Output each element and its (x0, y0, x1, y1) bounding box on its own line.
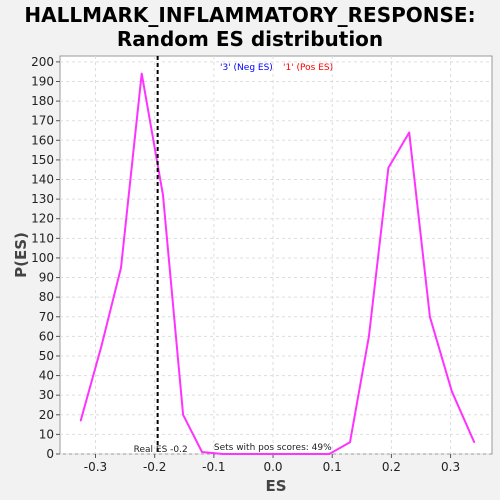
grid-layer (60, 56, 492, 455)
y-tick-label: 20 (39, 408, 54, 422)
pos-scores-annotation: Sets with pos scores: 49% (214, 443, 332, 453)
y-tick-label: 170 (31, 114, 54, 128)
y-tick-label: 200 (31, 55, 54, 69)
y-tick-label: 0 (46, 447, 54, 461)
series-point (408, 131, 410, 134)
series-point (328, 453, 331, 455)
y-tick-label: 110 (31, 231, 54, 245)
x-tick-label: 0.1 (323, 460, 342, 474)
y-tick-label: 160 (31, 133, 54, 147)
series-point (349, 441, 351, 444)
series-line (79, 72, 476, 455)
plot-area (59, 55, 493, 455)
y-tick-label: 190 (31, 74, 54, 88)
series-point (242, 453, 245, 455)
series-point (307, 453, 310, 455)
y-tick-label: 130 (31, 192, 54, 206)
series-point (368, 335, 370, 338)
series-point (100, 345, 103, 347)
y-tick-label: 70 (39, 310, 54, 324)
chart-title-line-1: HALLMARK_INFLAMMATORY_RESPONSE: (24, 3, 475, 27)
series-point (473, 441, 476, 444)
y-tick-label: 80 (39, 290, 54, 304)
x-tick-label: -0.2 (143, 460, 166, 474)
series-point (120, 266, 122, 269)
legend: '3' (Neg ES) '1' (Pos ES) (220, 63, 333, 73)
x-tick-label: 0.0 (263, 460, 282, 474)
tick-layer: 0 10 20 30 40 50 60 70 80 90 100 110 120 130 140 150 160… (31, 55, 460, 474)
x-axis-label: ES (265, 477, 286, 495)
series-layer (79, 56, 476, 455)
y-tick-label: 30 (39, 388, 54, 402)
series-point (162, 194, 164, 197)
y-tick-label: 60 (39, 329, 54, 343)
series-point (201, 451, 203, 453)
series-point (140, 72, 143, 75)
y-tick-label: 180 (31, 94, 54, 108)
y-tick-label: 100 (31, 251, 54, 265)
x-tick-label: 0.2 (382, 460, 401, 474)
y-tick-label: 90 (39, 271, 54, 285)
y-tick-label: 10 (39, 427, 54, 441)
legend-entry: '1' (Pos ES) (283, 63, 333, 73)
series-point (182, 413, 184, 416)
real-es-annotation: Real ES -0.2 (134, 445, 188, 455)
series-point (221, 453, 224, 455)
series-point (429, 315, 431, 318)
y-tick-label: 40 (39, 369, 54, 383)
series-point (79, 419, 82, 422)
series-point (450, 390, 453, 393)
legend-entry: '3' (Neg ES) (220, 63, 273, 73)
y-tick-label: 50 (39, 349, 54, 363)
y-axis-label: P(ES) (12, 232, 30, 278)
series-point (387, 166, 390, 169)
x-tick-label: 0.3 (441, 460, 460, 474)
y-tick-label: 140 (31, 173, 54, 187)
x-tick-label: -0.1 (202, 460, 225, 474)
chart-title-line-2: Random ES distribution (117, 27, 383, 51)
x-tick-label: -0.3 (84, 460, 107, 474)
y-tick-label: 120 (31, 212, 54, 226)
y-tick-label: 150 (31, 153, 54, 167)
